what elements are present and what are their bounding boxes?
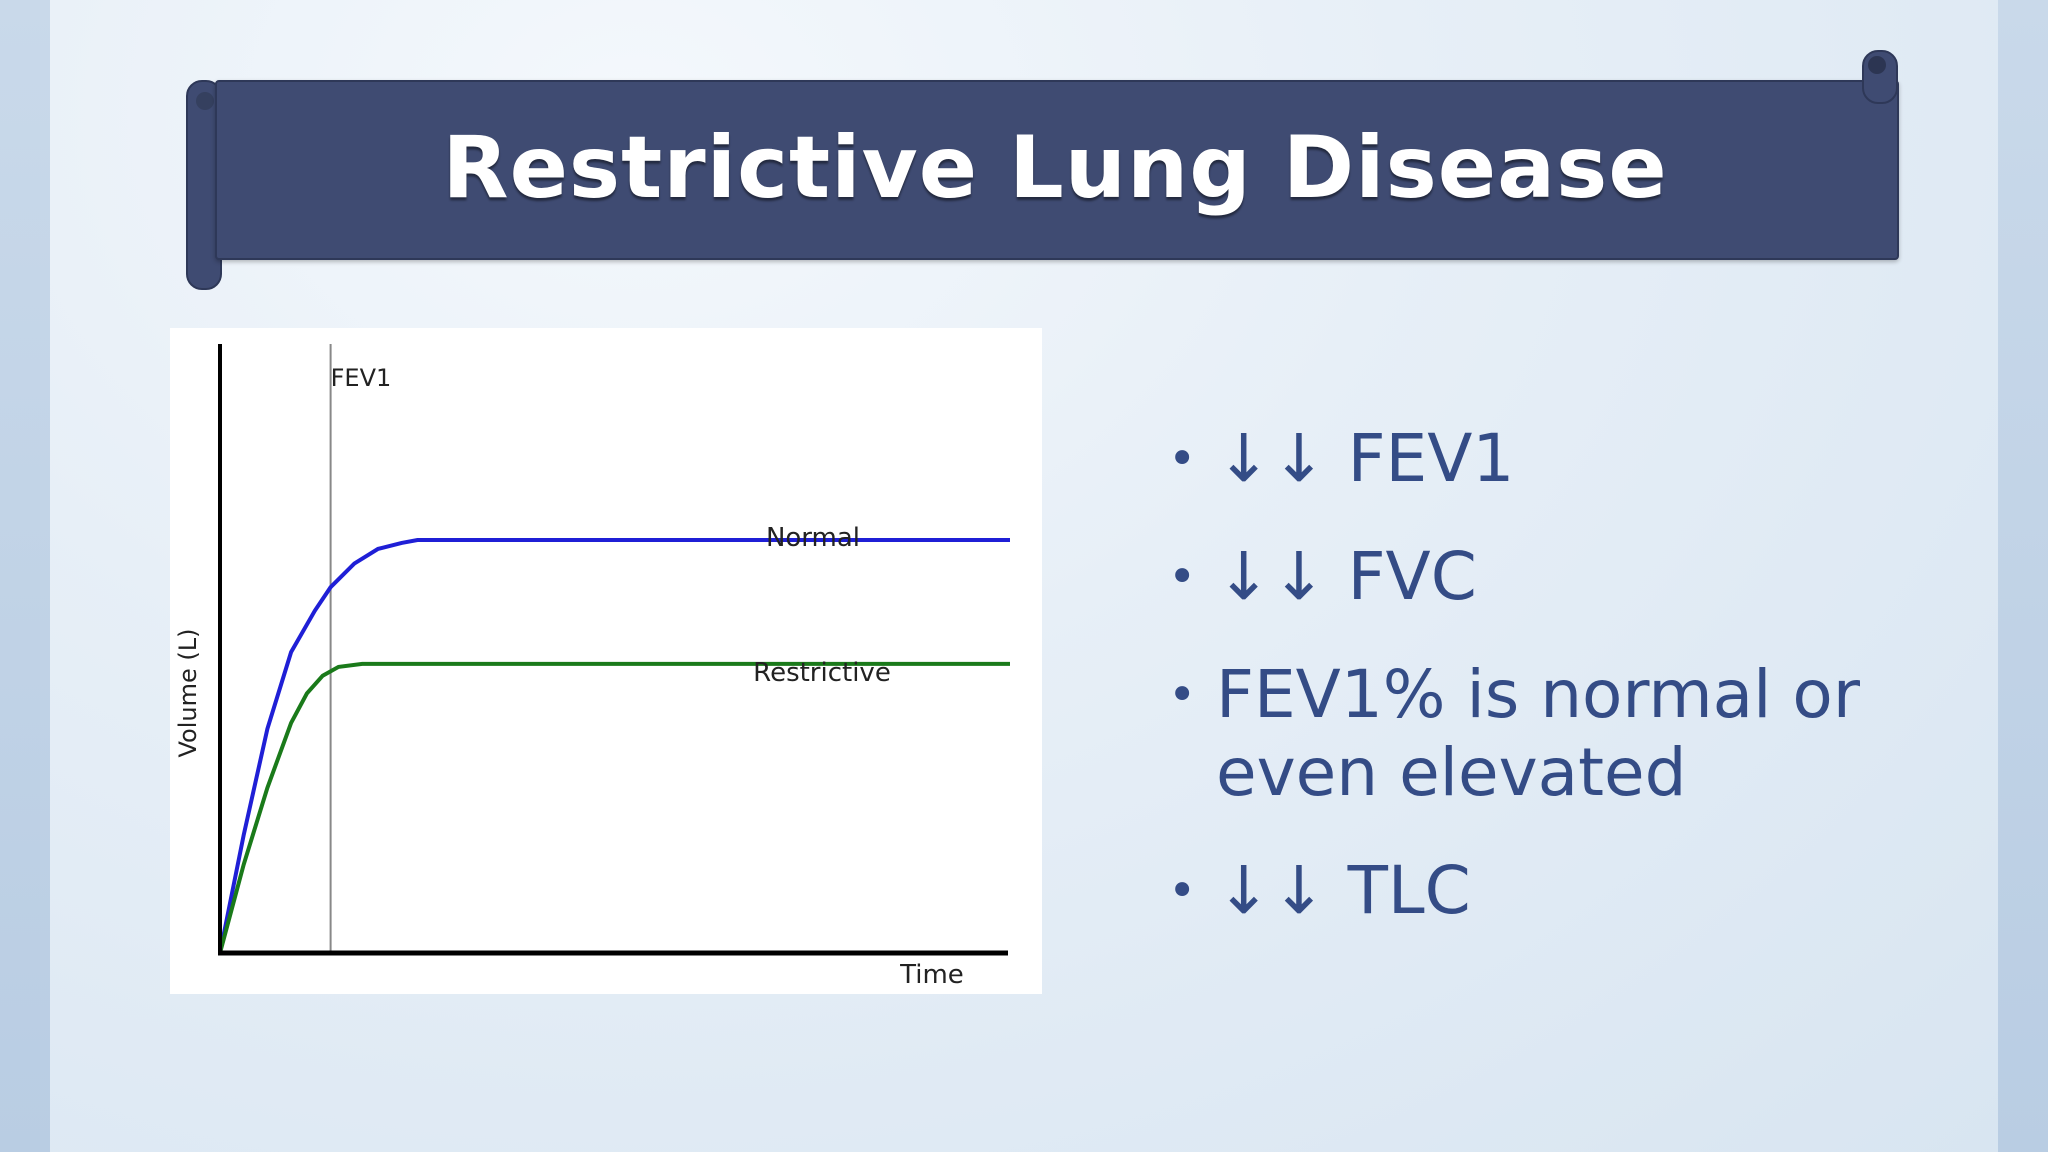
spirometry-chart: FEV1 Normal Restrictive Time Volume (L) xyxy=(174,344,1010,990)
banner-scroll-curl-right xyxy=(1868,56,1886,74)
x-axis-label: Time xyxy=(899,960,964,990)
bullet-text: ↓↓ FVC xyxy=(1216,538,1477,615)
restrictive-series-line xyxy=(218,661,1010,954)
normal-series-line xyxy=(218,538,1010,954)
slide-side-bar-right xyxy=(1998,0,2048,1152)
restrictive-series-label: Restrictive xyxy=(753,658,891,688)
bullet-dot-icon: • xyxy=(1168,549,1197,605)
normal-series-label: Normal xyxy=(766,523,860,553)
title-banner xyxy=(215,80,1899,260)
slide-side-bar-left xyxy=(0,0,50,1152)
bullet-text: ↓↓ FEV1 xyxy=(1216,420,1515,497)
bullet-item-fev1-percent: • FEV1% is normal or even elevated xyxy=(1160,656,1960,812)
bullet-dot-icon: • xyxy=(1168,667,1197,723)
banner-scroll-curl-left xyxy=(196,92,214,110)
slide-title: Restrictive Lung Disease xyxy=(442,118,1668,218)
bullet-list: • ↓↓ FEV1 • ↓↓ FVC • FEV1% is normal or eve… xyxy=(1160,420,1960,970)
bullet-item-tlc: • ↓↓ TLC xyxy=(1160,852,1960,930)
bullet-dot-icon: • xyxy=(1168,431,1197,487)
y-axis-label: Volume (L) xyxy=(174,629,202,758)
bullet-item-fev1: • ↓↓ FEV1 xyxy=(1160,420,1960,498)
bullet-dot-icon: • xyxy=(1168,863,1197,919)
bullet-item-fvc: • ↓↓ FVC xyxy=(1160,538,1960,616)
bullet-text: ↓↓ TLC xyxy=(1216,852,1471,929)
bullet-text: FEV1% is normal or even elevated xyxy=(1216,656,1860,811)
spirometry-chart-panel: FEV1 Normal Restrictive Time Volume (L) xyxy=(170,328,1042,994)
fev1-marker-label: FEV1 xyxy=(331,364,392,392)
